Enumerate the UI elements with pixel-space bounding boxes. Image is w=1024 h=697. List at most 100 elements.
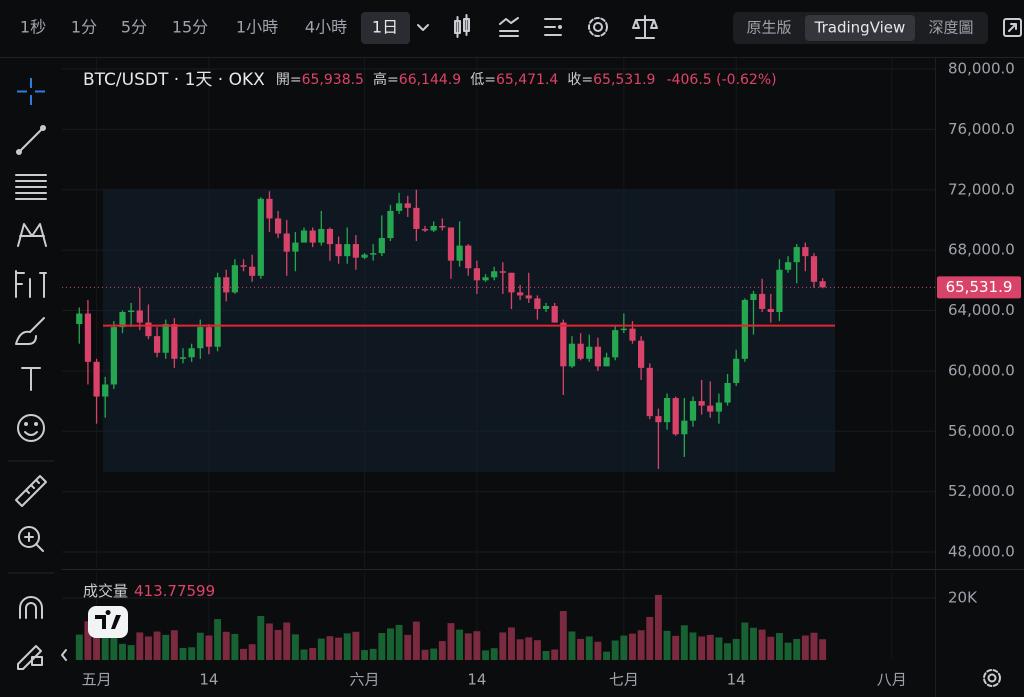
- x-tick-label: 六月: [350, 671, 380, 689]
- volume-bar: [680, 625, 688, 660]
- interval-button[interactable]: 15分: [172, 18, 208, 37]
- candle-body: [508, 272, 515, 293]
- volume-bar: [205, 635, 213, 660]
- open-label: 開=: [276, 72, 302, 88]
- text-icon[interactable]: [21, 367, 41, 391]
- candle-body: [672, 398, 679, 435]
- candle-body: [136, 310, 143, 323]
- brush-icon[interactable]: [15, 317, 45, 345]
- candle-body: [128, 310, 135, 313]
- volume-bar: [516, 639, 524, 660]
- candle-body: [577, 343, 584, 359]
- pattern-icon[interactable]: [17, 223, 47, 247]
- volume-bar: [490, 648, 498, 660]
- volume-bar: [127, 645, 135, 660]
- view-tab[interactable]: TradingView: [814, 19, 906, 37]
- volume-bar: [378, 633, 386, 660]
- volume-bar: [326, 636, 334, 660]
- compare-icon[interactable]: [632, 15, 658, 39]
- volume-bar: [551, 649, 559, 660]
- candle-body: [318, 228, 325, 243]
- candle-body: [707, 405, 714, 412]
- volume-bar: [637, 630, 645, 660]
- candle-body: [655, 416, 662, 423]
- candle-body: [404, 203, 411, 208]
- settings-icon[interactable]: [588, 17, 608, 37]
- candle-body: [439, 225, 446, 228]
- magnet-icon[interactable]: [19, 596, 43, 619]
- candle-type-icon[interactable]: [454, 14, 470, 38]
- volume-bar: [482, 650, 489, 660]
- candle-body: [819, 281, 826, 288]
- profile-range: [103, 189, 835, 473]
- active-view-bg: [805, 15, 915, 41]
- candle-body: [145, 322, 152, 337]
- open-value: 65,938.5: [302, 72, 364, 88]
- lock-draw-icon[interactable]: [17, 645, 43, 670]
- volume-bar: [508, 627, 515, 660]
- volume-bar: [473, 631, 481, 660]
- emoji-icon[interactable]: [17, 414, 45, 442]
- candle-body: [283, 233, 290, 252]
- volume-bar: [724, 643, 732, 660]
- volume-bar: [542, 651, 550, 660]
- y-tick-label: 64,000.0: [948, 301, 1015, 319]
- volume-bar: [335, 637, 343, 660]
- volume-bar: [499, 632, 507, 660]
- candle-body: [620, 328, 627, 331]
- collapse-icon[interactable]: [61, 649, 67, 661]
- interval-button[interactable]: 1小時: [236, 18, 278, 37]
- x-tick-label: 八月: [877, 671, 907, 689]
- view-tab[interactable]: 深度圖: [928, 19, 973, 37]
- interval-button[interactable]: 5分: [121, 18, 147, 37]
- interval-button[interactable]: 1秒: [20, 18, 46, 37]
- trendline-icon[interactable]: [16, 125, 46, 155]
- candle-body: [525, 295, 532, 299]
- volume-bar: [767, 636, 775, 660]
- crosshair-icon[interactable]: [17, 78, 45, 105]
- dropdown-icon[interactable]: [417, 24, 429, 31]
- volume-bar: [438, 641, 446, 660]
- candle-body: [214, 277, 221, 347]
- volume-bar: [119, 643, 126, 660]
- candle-body: [733, 358, 740, 383]
- volume-bar: [732, 638, 740, 660]
- y-tick-label: 60,000.0: [948, 361, 1015, 379]
- interval-button[interactable]: 1分: [71, 18, 97, 37]
- volume-bar: [741, 622, 749, 660]
- low-value: 65,471.4: [496, 72, 558, 88]
- candle-body: [240, 265, 247, 267]
- candle-body: [551, 305, 558, 323]
- fib-icon[interactable]: [15, 174, 47, 200]
- interval-button[interactable]: 1日: [372, 18, 398, 37]
- list-icon[interactable]: [544, 18, 562, 36]
- candle-body: [638, 340, 645, 368]
- y-tick-label: 52,000.0: [948, 482, 1015, 500]
- zoom-icon[interactable]: [18, 526, 44, 552]
- candle-body: [292, 242, 299, 252]
- candle-body: [767, 308, 774, 313]
- projection-icon[interactable]: [15, 270, 47, 298]
- volume-bar: [819, 639, 827, 660]
- view-tab[interactable]: 原生版: [746, 19, 791, 37]
- volume-bar: [317, 638, 325, 660]
- volume-bar: [525, 637, 533, 660]
- candle-body: [482, 277, 489, 281]
- volume-bar: [810, 632, 818, 660]
- candle-body: [802, 247, 809, 257]
- volume-bar: [231, 633, 239, 660]
- candle-body: [266, 198, 273, 219]
- volume-bar: [188, 647, 196, 660]
- ruler-icon[interactable]: [15, 475, 47, 507]
- volume-bar: [654, 594, 662, 660]
- fullscreen-icon[interactable]: [1003, 18, 1022, 37]
- candle-body: [715, 402, 723, 412]
- indicator-icon[interactable]: [499, 17, 519, 37]
- chart-settings-icon[interactable]: [983, 669, 1001, 687]
- volume-bar: [101, 629, 109, 660]
- interval-button[interactable]: 4小時: [305, 18, 347, 37]
- volume-bar: [84, 621, 92, 660]
- volume-bar: [784, 642, 792, 660]
- candle-body: [629, 328, 636, 341]
- candle-body: [93, 361, 100, 397]
